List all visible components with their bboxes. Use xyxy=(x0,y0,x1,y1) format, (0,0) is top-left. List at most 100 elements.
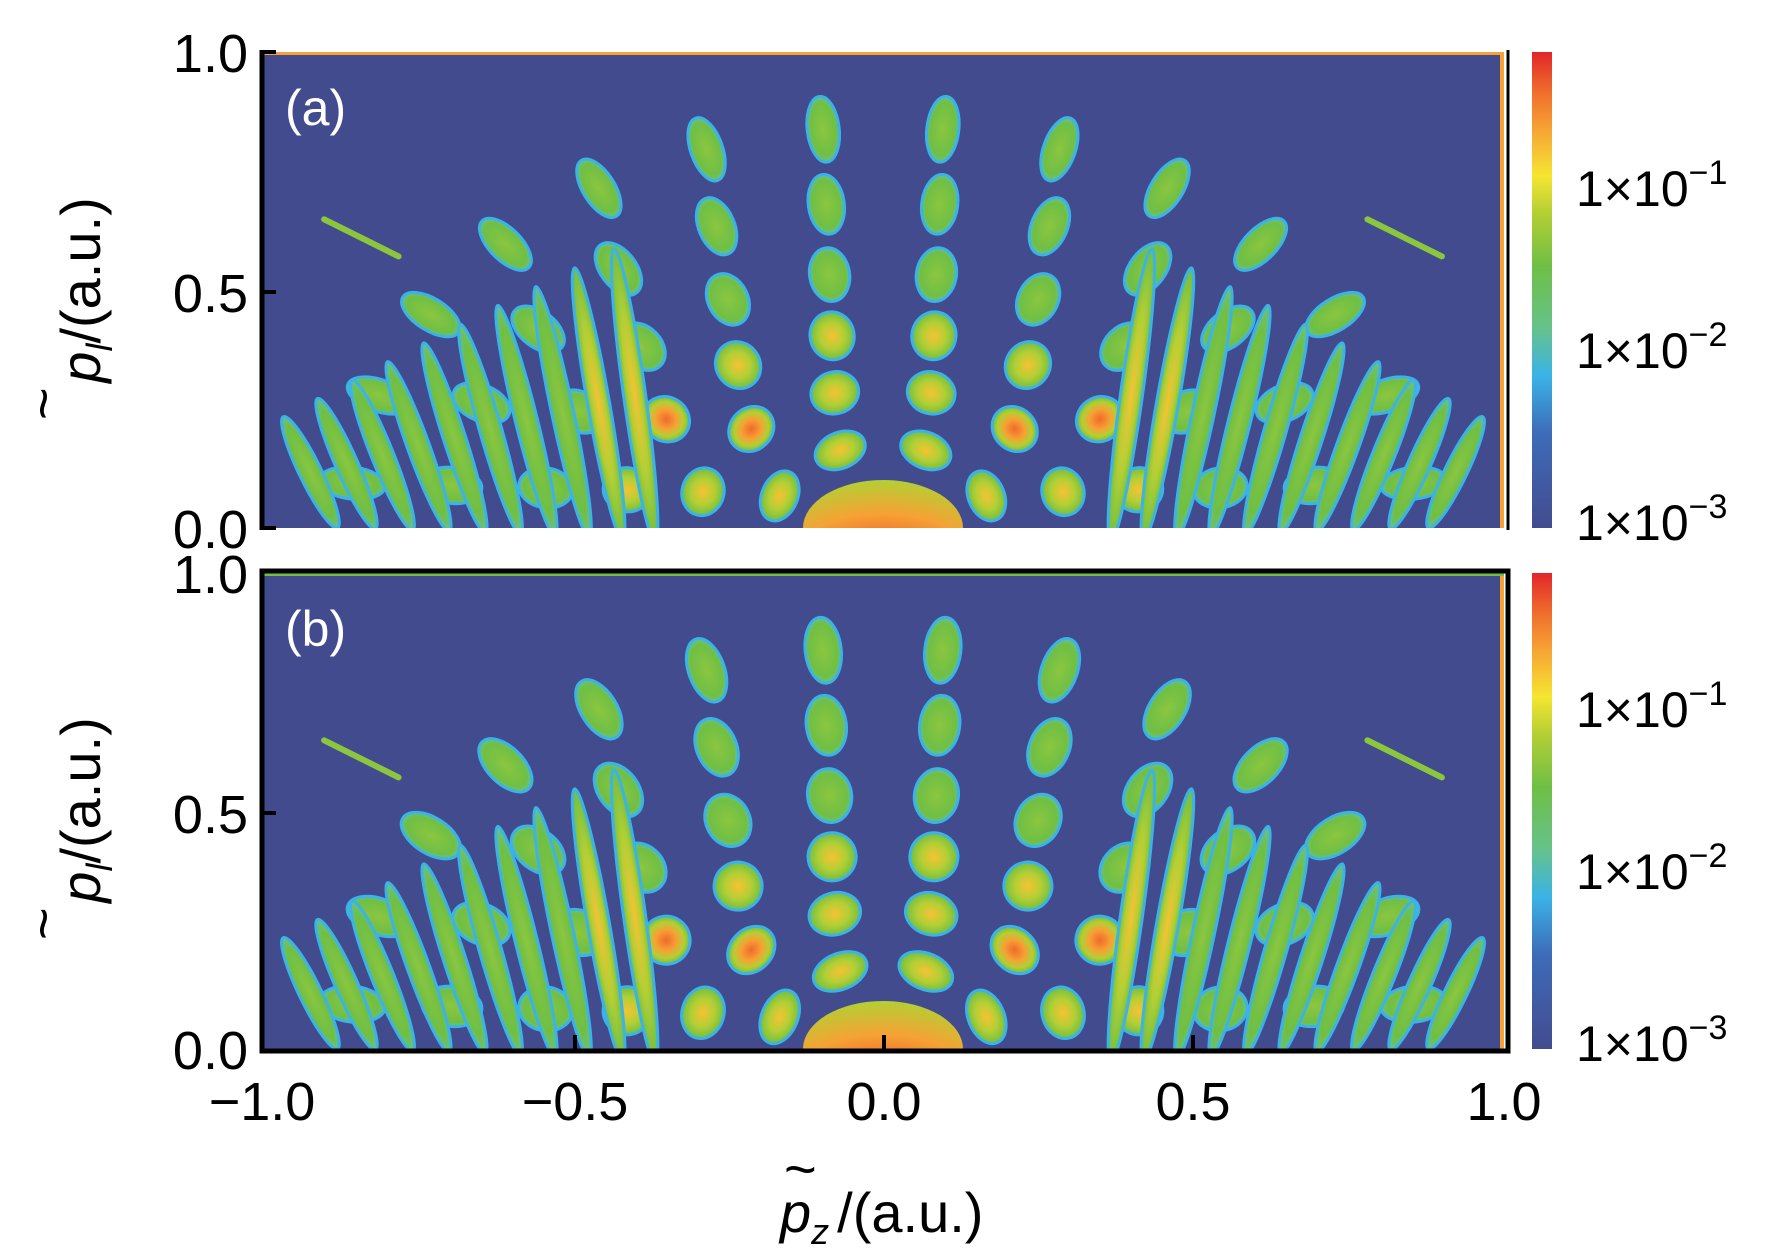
panel-b-ytick-label-1: 1.0 xyxy=(173,545,248,605)
panel-a-top-edge xyxy=(262,52,1504,55)
fringe-lobe xyxy=(924,94,961,164)
side-fringe xyxy=(314,396,379,528)
side-fringe xyxy=(314,917,379,1049)
fringe-lobe xyxy=(990,404,1039,454)
side-fringe xyxy=(1207,303,1272,528)
panel-b-xlabel-symbol: p xyxy=(778,1181,811,1244)
fringe-lobe xyxy=(703,792,753,848)
diagonal-streak xyxy=(321,737,402,781)
fringe-lobe xyxy=(813,429,867,472)
side-fringe xyxy=(457,843,524,1049)
panel-a-ytick-label-1: 1.0 xyxy=(173,24,248,84)
side-fringe xyxy=(384,360,453,528)
panel-b-xtick-label-05: 0.5 xyxy=(1155,1072,1230,1132)
panel-b-ytick-label-05: 0.5 xyxy=(173,785,248,845)
side-fringe xyxy=(1425,414,1486,528)
fringe-lobe xyxy=(808,310,856,362)
side-fringe xyxy=(609,247,660,528)
panel-b-xtick-label-1: 1.0 xyxy=(1466,1072,1541,1132)
fringe-lobe xyxy=(804,693,849,757)
side-fringe xyxy=(570,787,627,1049)
panel-b-colorbar-label-3: 1×10−3 xyxy=(1576,1009,1727,1072)
panel-b-colorbar-label-1: 1×10−1 xyxy=(1576,675,1727,738)
fringe-lobe xyxy=(1142,678,1192,741)
panel-a-ylabel-unit: /(a.u.) xyxy=(49,197,112,343)
side-fringe xyxy=(1139,266,1196,528)
fringe-lobe xyxy=(807,890,862,937)
panel-a-right-edge xyxy=(1500,52,1504,528)
panel-b-xlabel-unit: /(a.u.) xyxy=(837,1181,983,1244)
side-fringe xyxy=(532,806,593,1049)
panel-b-colorbar-label-2: 1×10−2 xyxy=(1576,837,1727,900)
fringe-lobe xyxy=(1040,985,1086,1040)
side-fringe xyxy=(349,899,416,1049)
diagonal-streak xyxy=(1364,216,1445,260)
fringe-lobe xyxy=(912,767,961,824)
fringe-lobe xyxy=(758,988,801,1046)
panel-b-xlabel-subscript: z xyxy=(810,1211,829,1252)
side-fringe xyxy=(494,824,559,1049)
side-fringe xyxy=(494,303,559,528)
fringe-lobe xyxy=(811,950,869,993)
side-fringe xyxy=(384,881,453,1049)
fringe-lobe xyxy=(807,246,852,303)
side-fringe xyxy=(1173,285,1234,528)
side-fringe xyxy=(280,414,341,528)
fringe-lobe xyxy=(1040,466,1086,518)
fringe-lobe xyxy=(693,717,740,778)
panel-a-ylabel-symbol: p xyxy=(49,352,112,385)
side-fringe xyxy=(1350,899,1417,1049)
fringe-lobe xyxy=(805,94,842,164)
fringe-lobe xyxy=(1003,340,1053,390)
fringe-lobe xyxy=(758,469,801,523)
fringe-lobe xyxy=(1039,116,1080,183)
fringe-lobe xyxy=(905,370,957,416)
fringe-lobe xyxy=(965,988,1008,1046)
panel-b-xtick-label-m1: −1.0 xyxy=(209,1072,316,1132)
panel-b: (b) 1.0 0.5 0.0 −1.0 −0.5 0.0 0.5 1.0 pl… xyxy=(11,545,1727,1252)
side-fringe xyxy=(1277,341,1346,528)
fringe-lobe xyxy=(694,196,739,257)
fringe-lobe xyxy=(713,340,763,391)
panel-b-colorbar xyxy=(1532,573,1552,1049)
side-fringe xyxy=(1387,917,1452,1049)
panel-b-ytick-label-0: 0.0 xyxy=(173,1021,248,1081)
fringe-lobe xyxy=(1232,737,1289,794)
panel-b-xlabel: pz/(a.u.) ~ xyxy=(778,1137,983,1252)
fringe-lobe xyxy=(686,116,727,183)
side-fringe xyxy=(420,341,489,528)
fringe-lobe xyxy=(477,737,534,794)
panel-b-top-edge xyxy=(262,573,1504,576)
panel-a-ylabel-tilde: ~ xyxy=(11,387,74,420)
fringe-lobe xyxy=(806,831,858,883)
panel-b-interference-pattern xyxy=(280,615,1486,1049)
panel-a-colorbar-label-1: 1×10−1 xyxy=(1576,154,1727,217)
fringe-lobe xyxy=(803,615,843,685)
fringe-lobe xyxy=(914,246,959,303)
panel-a-ylabel: pl/(a.u.) ~ xyxy=(11,197,120,420)
fringe-lobe xyxy=(680,985,726,1040)
panel-a-colorbar xyxy=(1532,52,1552,528)
side-fringe xyxy=(1242,843,1309,1049)
panel-a-label: (a) xyxy=(285,80,346,136)
side-fringe xyxy=(1313,360,1382,528)
side-fringe xyxy=(1350,378,1417,528)
panel-a-ylabel-subscript: l xyxy=(79,343,120,352)
fringe-lobe xyxy=(809,370,861,416)
side-fringe xyxy=(1139,787,1196,1049)
panel-b-xlabel-tilde: ~ xyxy=(784,1137,817,1200)
panel-a-ytick-label-05: 0.5 xyxy=(173,264,248,324)
side-fringe xyxy=(1242,322,1309,528)
fringe-lobe xyxy=(727,404,776,454)
panel-b-ylabel-unit: /(a.u.) xyxy=(49,717,112,863)
fringe-lobe xyxy=(1014,272,1062,327)
panel-a-colorbar-label-3: 1×10−3 xyxy=(1576,488,1727,551)
central-core xyxy=(803,480,963,528)
panel-b-xtick-label-0: 0.0 xyxy=(846,1072,921,1132)
fringe-lobe xyxy=(712,860,764,912)
side-fringe xyxy=(1106,768,1157,1049)
side-fringe xyxy=(570,266,627,528)
side-fringe xyxy=(457,322,524,528)
side-fringe xyxy=(1207,824,1272,1049)
fringe-lobe xyxy=(726,924,777,976)
